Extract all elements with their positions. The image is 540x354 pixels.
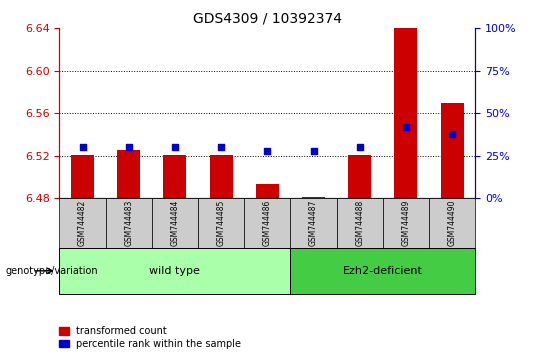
Legend: transformed count, percentile rank within the sample: transformed count, percentile rank withi… xyxy=(59,326,241,349)
Text: GSM744490: GSM744490 xyxy=(448,200,457,246)
Text: GSM744489: GSM744489 xyxy=(401,200,410,246)
Text: genotype/variation: genotype/variation xyxy=(5,266,98,276)
Text: GSM744482: GSM744482 xyxy=(78,200,87,246)
Point xyxy=(309,148,318,154)
Point xyxy=(355,144,364,150)
Bar xyxy=(71,155,94,198)
Title: GDS4309 / 10392374: GDS4309 / 10392374 xyxy=(193,12,342,26)
Point xyxy=(217,144,225,150)
Bar xyxy=(441,103,464,198)
Bar xyxy=(117,150,140,198)
Text: wild type: wild type xyxy=(150,266,200,276)
Point xyxy=(448,131,456,137)
Bar xyxy=(302,197,325,198)
Bar xyxy=(210,155,233,198)
Point xyxy=(263,148,272,154)
Bar xyxy=(348,155,372,198)
Point xyxy=(124,144,133,150)
Text: GSM744484: GSM744484 xyxy=(171,200,179,246)
Bar xyxy=(256,184,279,198)
Point xyxy=(78,144,87,150)
Text: Ezh2-deficient: Ezh2-deficient xyxy=(343,266,423,276)
Text: GSM744483: GSM744483 xyxy=(124,200,133,246)
Point xyxy=(402,124,410,130)
Text: GSM744485: GSM744485 xyxy=(217,200,226,246)
Point xyxy=(171,144,179,150)
Text: GSM744487: GSM744487 xyxy=(309,200,318,246)
Text: GSM744486: GSM744486 xyxy=(263,200,272,246)
Bar xyxy=(394,28,417,198)
Bar xyxy=(163,155,186,198)
Text: GSM744488: GSM744488 xyxy=(355,200,364,246)
